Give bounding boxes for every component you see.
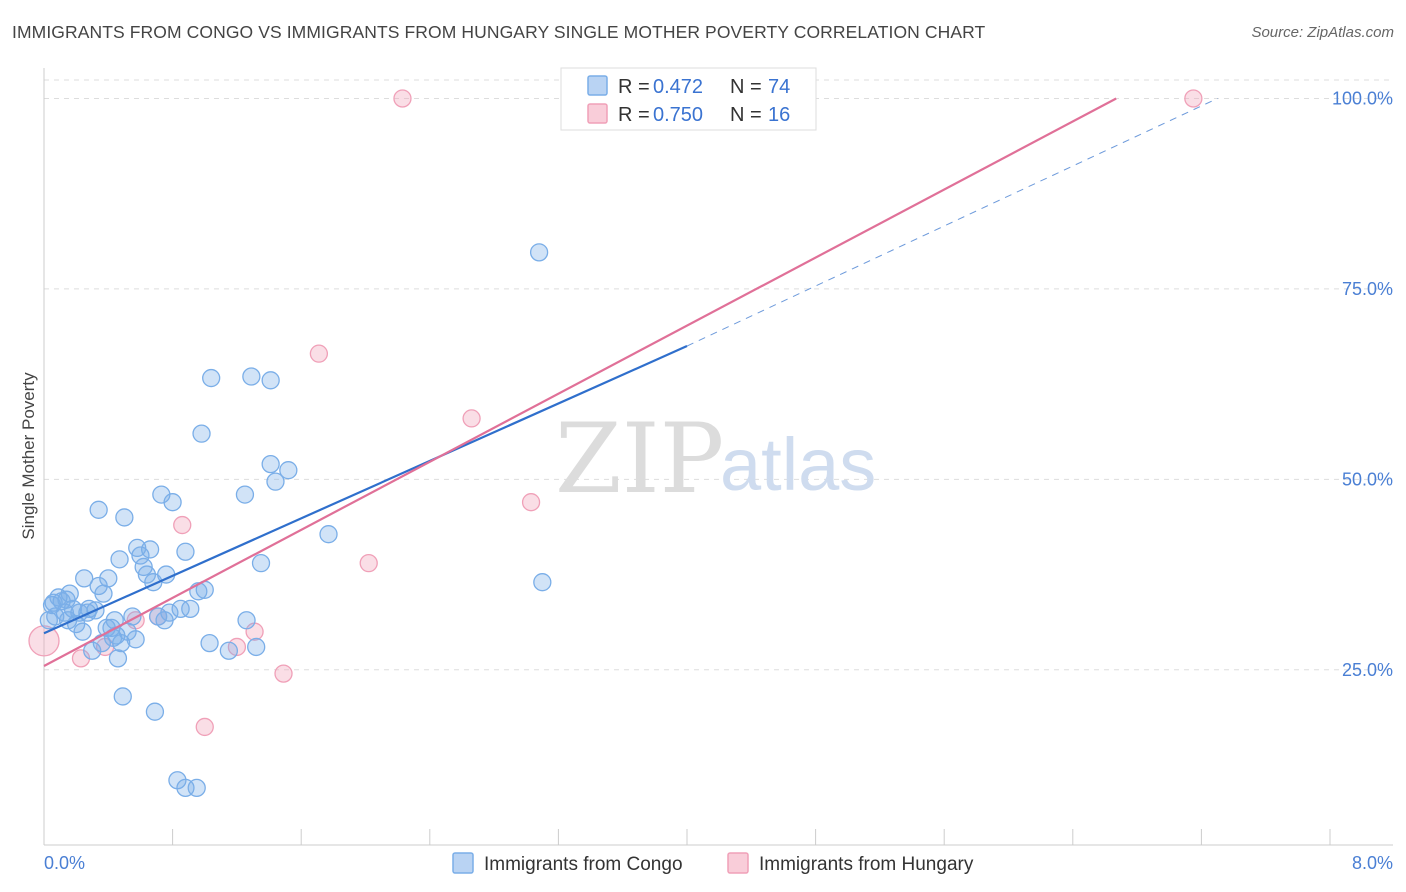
congo-point bbox=[57, 590, 76, 609]
y-tick-label: 50.0% bbox=[1342, 469, 1393, 489]
legend-bottom-hungary-swatch bbox=[727, 852, 749, 874]
hungary-point bbox=[195, 717, 214, 737]
congo-point bbox=[171, 599, 190, 619]
watermark-zip: ZIP bbox=[555, 403, 724, 515]
congo-point bbox=[181, 599, 200, 619]
source-label: Source: ZipAtlas.com bbox=[1251, 24, 1394, 41]
congo-point bbox=[237, 611, 256, 630]
legend-hungary-swatch bbox=[587, 103, 608, 124]
congo-point bbox=[108, 649, 128, 668]
x-tick-label-max: 8.0% bbox=[1352, 853, 1393, 873]
y-axis-label: Single Mother Poverty bbox=[19, 372, 38, 540]
legend-top: R = 0.472 N = 74 R = 0.750 N = 16 bbox=[560, 67, 817, 131]
y-tick-labels: 25.0% 50.0% 75.0% 100.0% bbox=[1332, 88, 1393, 679]
y-tick-label: 100.0% bbox=[1332, 88, 1393, 108]
congo-point bbox=[219, 641, 239, 660]
congo-point bbox=[94, 584, 113, 603]
congo-point bbox=[126, 630, 145, 649]
hungary-point bbox=[462, 409, 481, 428]
hungary-point bbox=[1184, 89, 1203, 108]
congo-point bbox=[140, 540, 160, 559]
x-tick-label-min: 0.0% bbox=[44, 853, 85, 873]
congo-point bbox=[145, 702, 165, 721]
congo-point bbox=[200, 633, 219, 653]
trend-line-hungary bbox=[43, 97, 1117, 667]
watermark-atlas: atlas bbox=[720, 423, 876, 506]
congo-point bbox=[266, 472, 285, 491]
congo-point bbox=[131, 546, 150, 565]
congo-point bbox=[89, 500, 108, 519]
congo-point bbox=[99, 569, 118, 588]
congo-point bbox=[163, 493, 182, 512]
watermark: ZIP atlas bbox=[555, 403, 876, 515]
legend-bottom-congo-label: Immigrants from Congo bbox=[484, 854, 683, 875]
legend-bottom: Immigrants from Congo Immigrants from Hu… bbox=[452, 852, 974, 875]
legend-hungary-n-value: 16 bbox=[768, 104, 790, 126]
congo-point bbox=[192, 424, 211, 443]
hungary-point bbox=[28, 625, 60, 657]
legend-hungary-r-label: R = bbox=[618, 104, 650, 126]
congo-point bbox=[115, 508, 134, 527]
congo-point bbox=[242, 367, 261, 386]
congo-point bbox=[160, 603, 179, 622]
trend-lines bbox=[43, 97, 1218, 667]
legend-bottom-hungary-label: Immigrants from Hungary bbox=[759, 854, 974, 875]
hungary-point bbox=[359, 553, 378, 573]
chart-title: IMMIGRANTS FROM CONGO VS IMMIGRANTS FROM… bbox=[12, 22, 986, 42]
trend-line-congo bbox=[43, 345, 688, 635]
congo-point bbox=[187, 778, 206, 798]
congo-point bbox=[247, 637, 266, 657]
y-tick-label: 25.0% bbox=[1342, 660, 1393, 680]
hungary-point bbox=[309, 344, 329, 363]
congo-point bbox=[261, 371, 280, 390]
congo-point bbox=[533, 573, 552, 592]
congo-point bbox=[235, 485, 255, 504]
hungary-point bbox=[173, 515, 192, 535]
congo-point bbox=[319, 525, 338, 544]
trend-line-congo-extension bbox=[686, 98, 1218, 347]
hungary-point bbox=[274, 664, 293, 683]
congo-point bbox=[83, 641, 102, 660]
congo-point bbox=[113, 687, 132, 706]
congo-point bbox=[110, 550, 129, 569]
congo-point bbox=[529, 243, 549, 262]
legend-congo-swatch bbox=[587, 75, 608, 96]
axes bbox=[43, 68, 1393, 846]
y-tick-label: 75.0% bbox=[1342, 279, 1393, 299]
legend-congo-n-value: 74 bbox=[768, 76, 790, 98]
legend-congo-r-value: 0.472 bbox=[653, 76, 703, 98]
series-congo-points bbox=[39, 243, 552, 798]
congo-point bbox=[176, 542, 195, 561]
hungary-point bbox=[521, 493, 541, 512]
congo-point bbox=[261, 454, 280, 474]
congo-point bbox=[202, 368, 221, 388]
congo-point bbox=[75, 569, 94, 588]
congo-point bbox=[251, 553, 271, 573]
hungary-point bbox=[393, 89, 412, 108]
series-hungary-points bbox=[28, 89, 1203, 737]
congo-point bbox=[73, 622, 92, 641]
legend-bottom-congo-swatch bbox=[452, 852, 474, 874]
legend-hungary-n-label: N = bbox=[730, 104, 762, 126]
legend-congo-n-label: N = bbox=[730, 76, 762, 98]
legend-hungary-r-value: 0.750 bbox=[653, 104, 703, 126]
congo-point bbox=[279, 461, 298, 480]
legend-congo-r-label: R = bbox=[618, 76, 650, 98]
